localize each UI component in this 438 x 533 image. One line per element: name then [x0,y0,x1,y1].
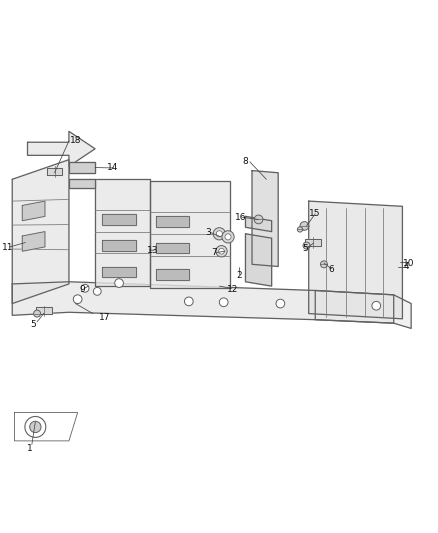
Polygon shape [245,216,272,232]
Text: 15: 15 [309,209,320,218]
Text: 3: 3 [205,228,211,237]
Polygon shape [69,179,95,188]
Polygon shape [22,232,45,251]
Circle shape [81,285,89,292]
Circle shape [303,242,310,249]
Polygon shape [102,240,137,251]
Circle shape [222,231,234,243]
Circle shape [25,416,46,438]
Circle shape [297,227,303,232]
Circle shape [93,287,101,295]
Polygon shape [95,179,149,286]
Polygon shape [47,168,62,175]
Circle shape [225,234,231,240]
Polygon shape [245,234,272,286]
Circle shape [30,421,41,433]
Polygon shape [12,282,394,323]
Polygon shape [149,182,230,288]
Text: 2: 2 [236,271,242,280]
Text: 4: 4 [404,262,410,271]
Text: 5: 5 [303,244,308,253]
Circle shape [372,301,381,310]
Polygon shape [69,162,95,173]
Circle shape [254,215,263,224]
Circle shape [34,310,41,317]
Circle shape [184,297,193,306]
Circle shape [213,228,226,240]
Polygon shape [315,290,411,328]
Polygon shape [156,269,189,280]
Text: 6: 6 [328,264,334,273]
Polygon shape [102,266,137,277]
Text: 5: 5 [30,320,35,328]
Circle shape [219,298,228,306]
Circle shape [276,299,285,308]
Circle shape [300,222,309,230]
Circle shape [73,295,82,304]
Polygon shape [156,243,189,253]
Text: 9: 9 [79,285,85,294]
Text: 13: 13 [147,246,159,255]
Circle shape [321,261,328,268]
Circle shape [219,248,224,254]
Polygon shape [305,239,321,246]
Polygon shape [309,201,403,319]
Text: 8: 8 [243,157,248,166]
Text: 10: 10 [403,259,415,268]
Polygon shape [12,160,69,304]
Polygon shape [28,131,95,166]
Text: 18: 18 [70,136,81,146]
Text: 16: 16 [234,213,246,222]
Polygon shape [102,214,137,225]
Text: 7: 7 [211,248,217,257]
Polygon shape [156,216,189,227]
Text: 1: 1 [27,444,32,453]
Polygon shape [36,308,52,314]
Text: 17: 17 [99,313,111,322]
Circle shape [216,231,223,237]
Circle shape [216,246,227,257]
Circle shape [115,279,124,287]
Polygon shape [252,171,278,266]
Polygon shape [22,201,45,221]
Text: 12: 12 [227,285,238,294]
Text: 14: 14 [107,164,118,173]
Text: 11: 11 [2,243,14,252]
